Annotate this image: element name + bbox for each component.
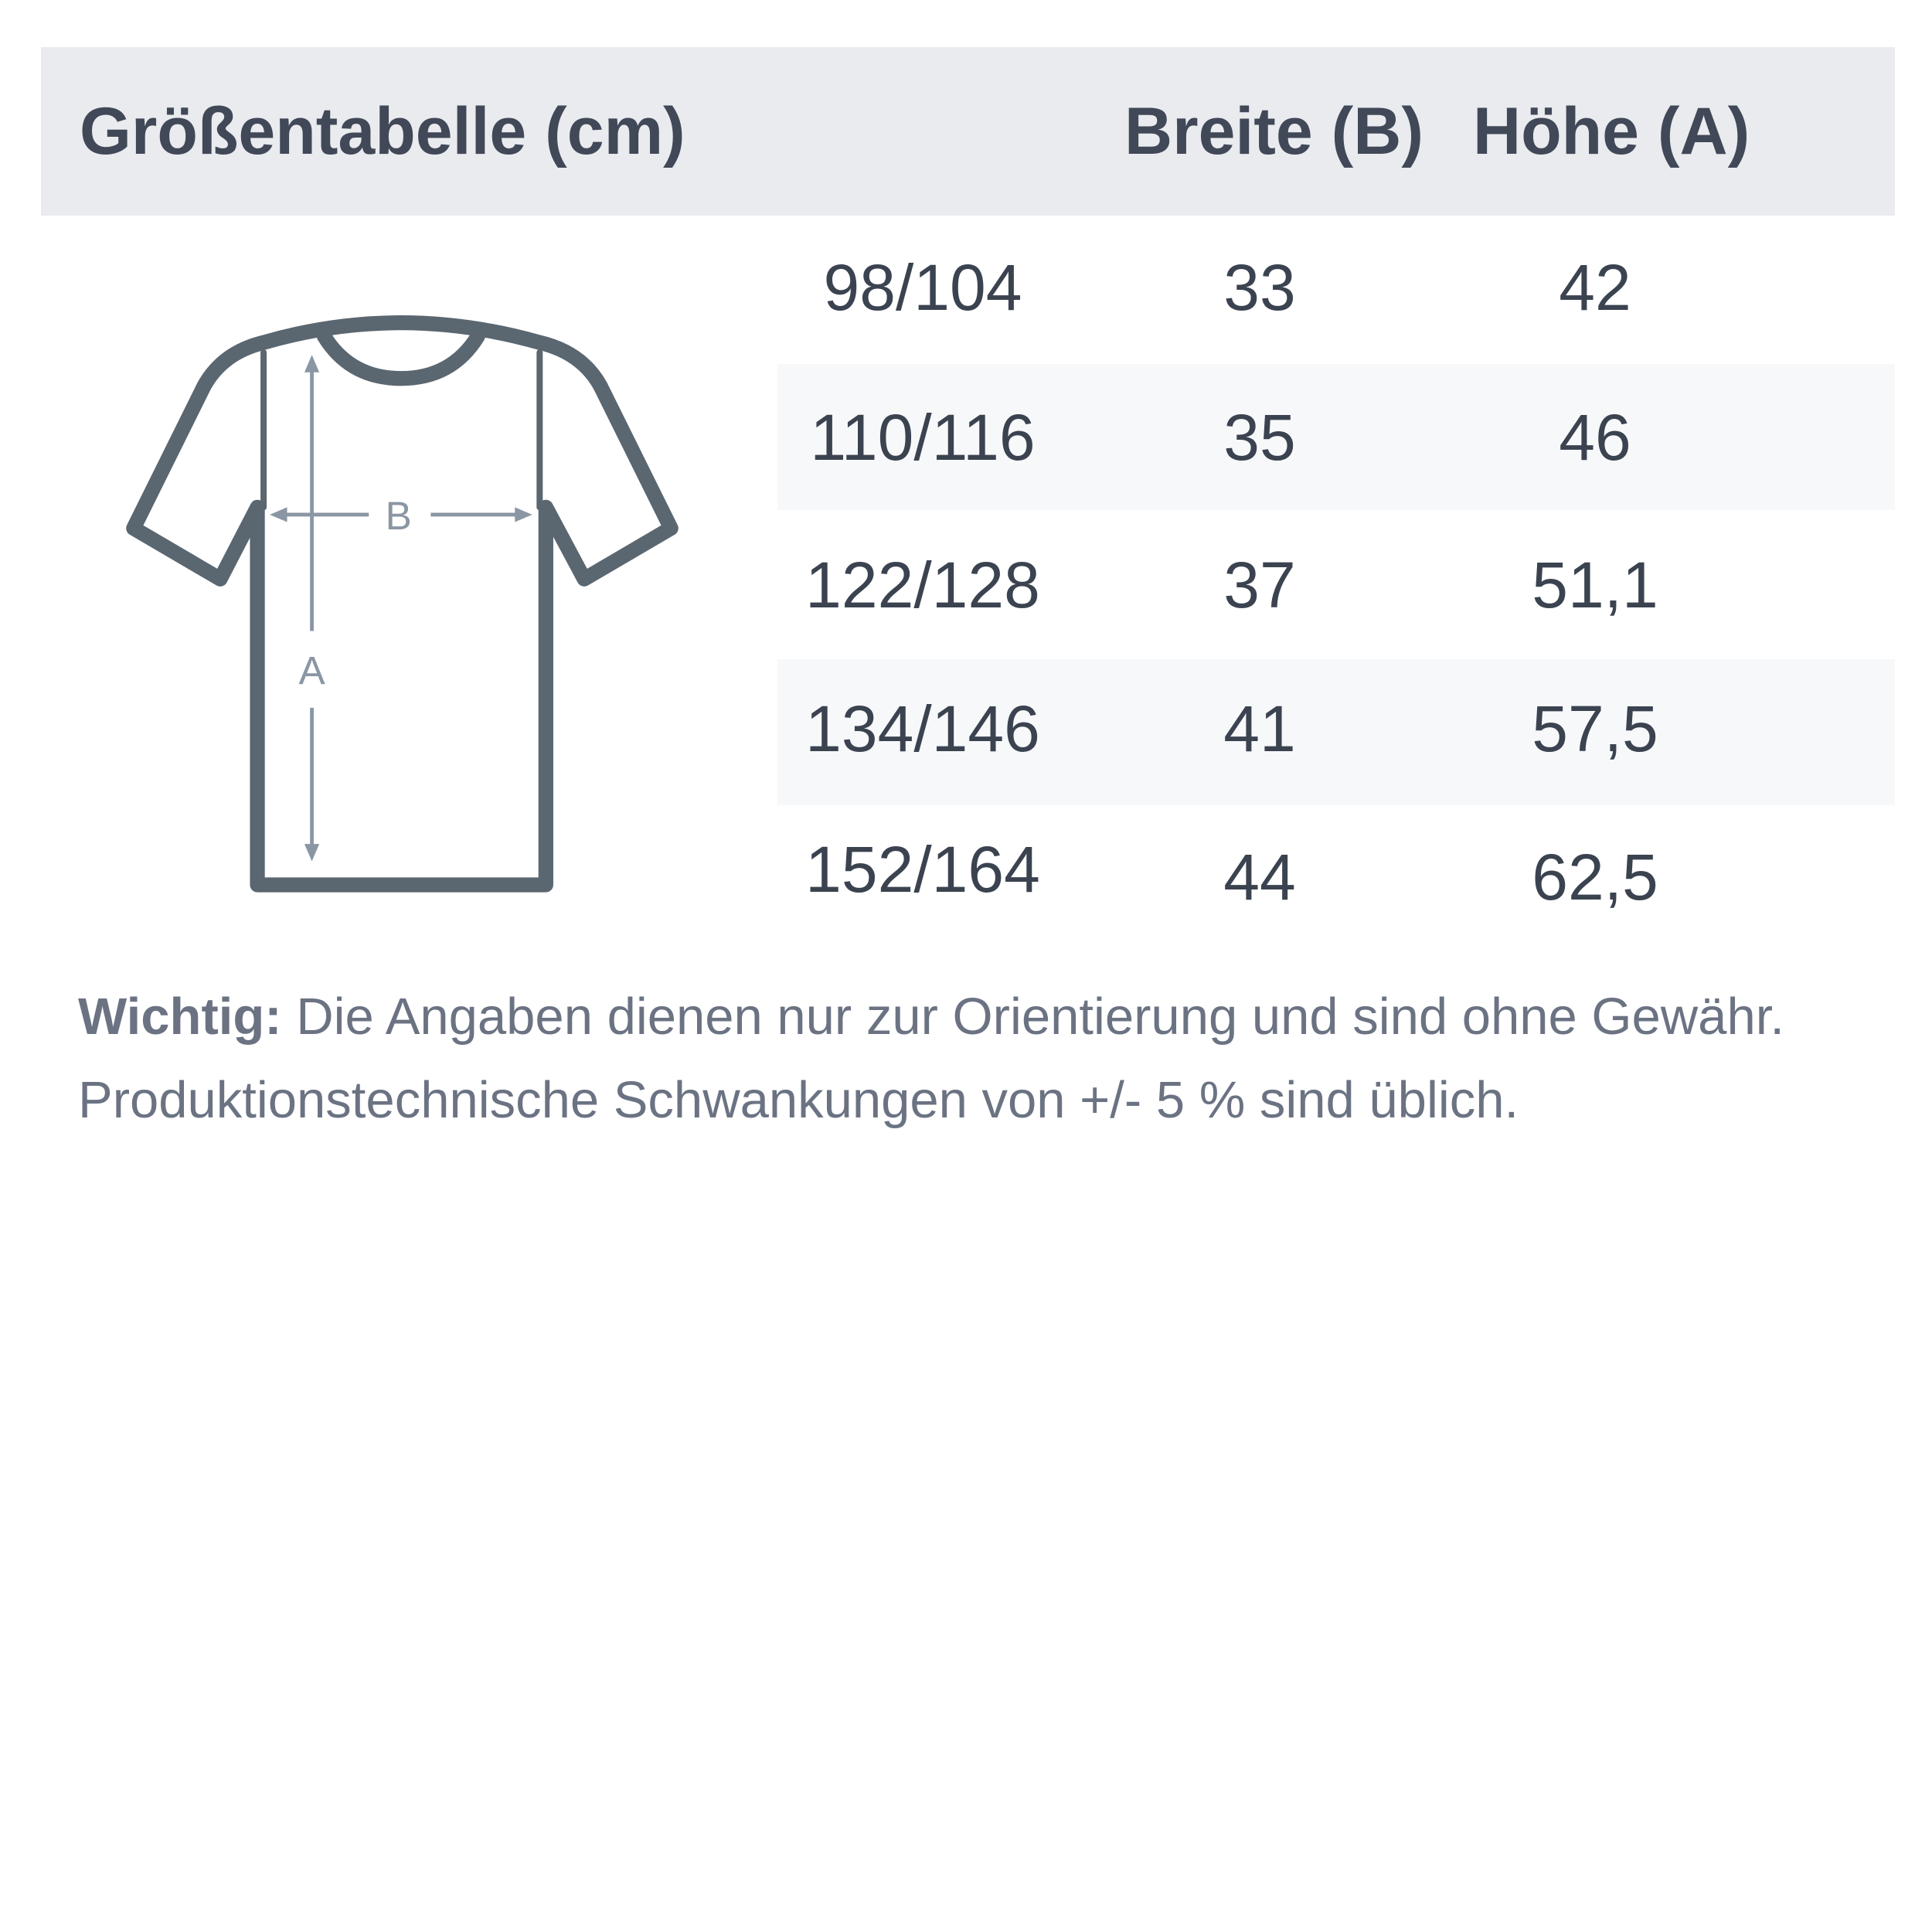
label-a: A	[298, 648, 325, 692]
tshirt-diagram-icon: B A	[126, 315, 679, 893]
table-header: Größentabelle (cm) Breite (B) Höhe (A)	[41, 47, 1895, 216]
width-cell: 44	[1223, 841, 1296, 913]
height-cell: 51,1	[1532, 549, 1658, 621]
size-cell: 110/116	[810, 401, 1036, 474]
height-cell: 42	[1559, 251, 1631, 324]
row-stripe	[777, 659, 1895, 805]
size-cell: 98/104	[823, 251, 1022, 324]
measure-arrows: B A	[270, 355, 532, 862]
label-b: B	[386, 494, 412, 538]
size-cell: 134/146	[805, 692, 1040, 765]
note-line1: Die Angaben dienen nur zur Orientierung …	[281, 988, 1784, 1046]
width-cell: 41	[1223, 692, 1296, 765]
row-stripe	[777, 364, 1895, 510]
height-cell: 57,5	[1532, 692, 1658, 765]
width-cell: 33	[1223, 251, 1296, 324]
size-cell: 122/128	[805, 549, 1040, 621]
width-cell: 37	[1223, 549, 1296, 621]
disclaimer-note: Wichtig: Die Angaben dienen nur zur Orie…	[78, 975, 1902, 1142]
tshirt-outline	[126, 315, 679, 893]
height-cell: 46	[1559, 401, 1631, 474]
size-cell: 152/164	[805, 833, 1040, 906]
note-line2: Produktionstechnische Schwankungen von +…	[78, 1071, 1519, 1129]
note-bold: Wichtig:	[78, 988, 282, 1046]
height-cell: 62,5	[1532, 841, 1658, 913]
column-header-width: Breite (B)	[1124, 94, 1424, 168]
table-title: Größentabelle (cm)	[80, 94, 685, 168]
tshirt-collar	[316, 328, 485, 386]
width-cell: 35	[1223, 401, 1296, 474]
column-header-height: Höhe (A)	[1473, 94, 1750, 168]
